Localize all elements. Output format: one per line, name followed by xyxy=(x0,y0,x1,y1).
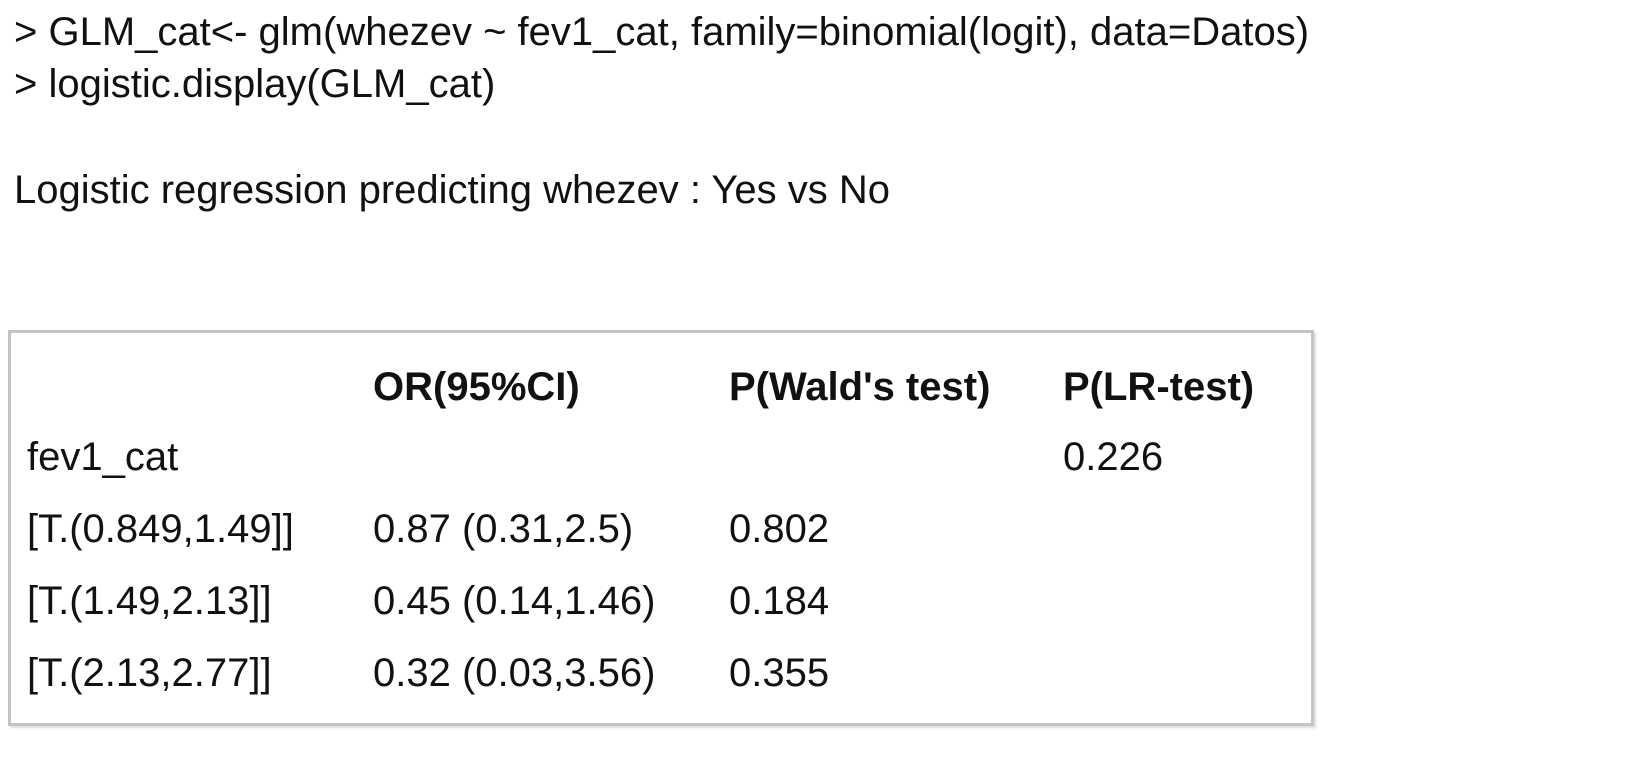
console-line: > GLM_cat<- glm(whezev ~ fev1_cat, famil… xyxy=(14,10,1310,54)
column-header: OR(95%CI) xyxy=(373,365,580,409)
table-cell: 0.87 (0.31,2.5) xyxy=(373,507,634,551)
result-table: OR(95%CI) P(Wald's test) P(LR-test) fev1_ca… xyxy=(8,330,1314,726)
console-line: > logistic.display(GLM_cat) xyxy=(14,62,496,106)
table-cell: 0.45 (0.14,1.46) xyxy=(373,579,656,623)
column-header: P(Wald's test) xyxy=(729,365,991,409)
table-cell: 0.355 xyxy=(729,651,830,695)
table-cell: 0.226 xyxy=(1063,435,1164,479)
table-cell: 0.184 xyxy=(729,579,830,623)
table-cell: 0.32 (0.03,3.56) xyxy=(373,651,656,695)
table-cell: [T.(0.849,1.49]] xyxy=(27,507,294,551)
table-cell: 0.802 xyxy=(729,507,830,551)
table-cell: fev1_cat xyxy=(27,435,179,479)
table-cell: [T.(1.49,2.13]] xyxy=(27,579,272,623)
table-cell: [T.(2.13,2.77]] xyxy=(27,651,272,695)
heading: Logistic regression predicting whezev : … xyxy=(14,168,891,212)
column-header: P(LR-test) xyxy=(1063,365,1255,409)
